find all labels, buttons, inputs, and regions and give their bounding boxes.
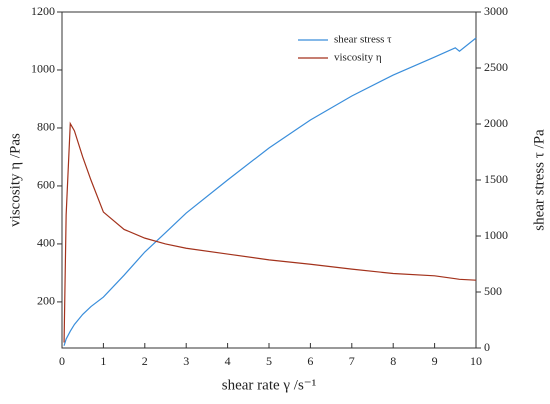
- y-axis-title: viscosity η /Pas: [7, 133, 23, 227]
- y2-tick-label: 1500: [484, 172, 508, 186]
- y2-tick-label: 0: [484, 340, 490, 354]
- x-tick-label: 9: [432, 354, 438, 368]
- y2-axis-title: shear stress τ /Pa: [531, 129, 547, 231]
- data-line: [63, 121, 477, 343]
- legend-label: viscosity η: [334, 52, 382, 64]
- x-tick-label: 10: [470, 354, 482, 368]
- y2-tick-label: 1000: [484, 228, 508, 242]
- x-tick-label: 2: [142, 354, 148, 368]
- y-tick-label: 1200: [31, 4, 55, 18]
- x-tick-label: 6: [307, 354, 313, 368]
- x-tick-label: 4: [225, 354, 231, 368]
- legend-label: shear stress τ: [334, 34, 392, 46]
- x-tick-label: 5: [266, 354, 272, 368]
- y2-tick-label: 2000: [484, 116, 508, 130]
- y-tick-label: 400: [37, 236, 55, 250]
- x-axis-title: shear rate γ /s⁻¹: [222, 377, 316, 393]
- y-tick-label: 200: [37, 294, 55, 308]
- x-tick-label: 0: [59, 354, 65, 368]
- plot-frame: [61, 11, 477, 349]
- x-tick-label: 1: [100, 354, 106, 368]
- legend: shear stress τ viscosity η: [298, 34, 392, 64]
- y-tick-label: 600: [37, 178, 55, 192]
- y-tick-label: 1000: [31, 62, 55, 76]
- x-tick-label: 7: [349, 354, 355, 368]
- data-line: [63, 37, 477, 346]
- x-tick-label: 8: [390, 354, 396, 368]
- x-tick-label: 3: [183, 354, 189, 368]
- y-tick-label: 800: [37, 120, 55, 134]
- y2-tick-label: 2500: [484, 60, 508, 74]
- y2-tick-label: 500: [484, 284, 502, 298]
- y2-tick-label: 3000: [484, 4, 508, 18]
